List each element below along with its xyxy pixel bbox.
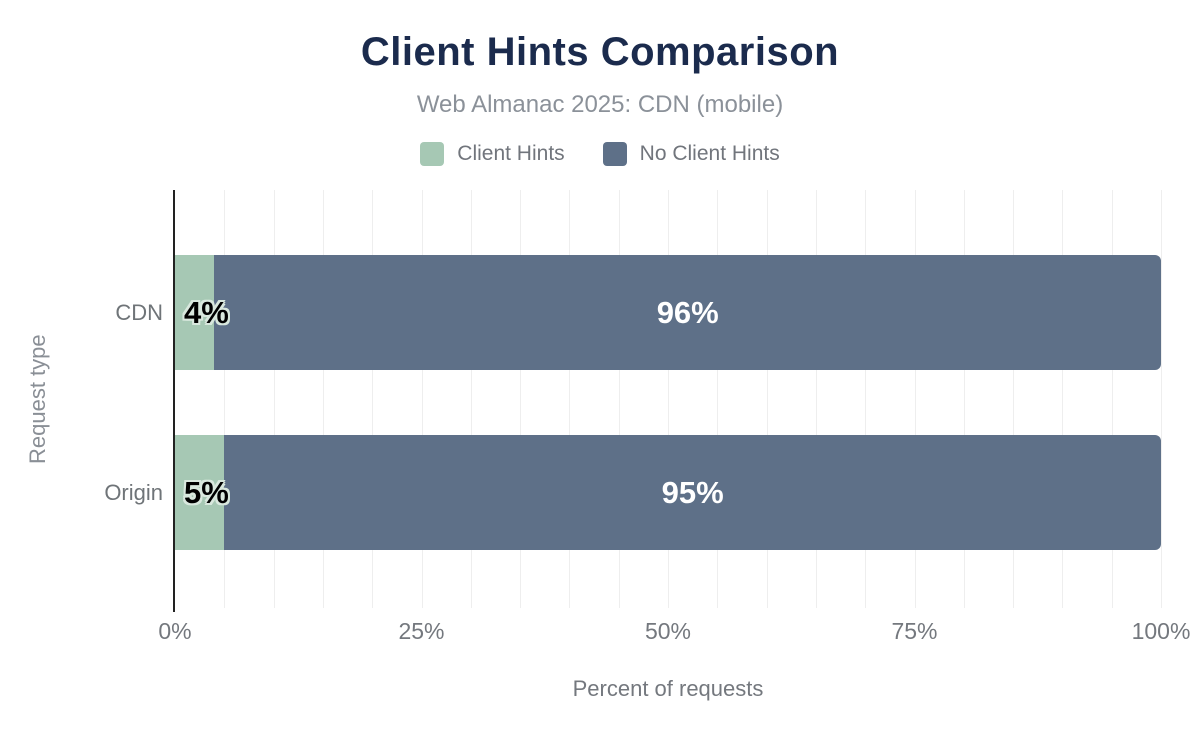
- legend-item-no-client-hints: No Client Hints: [602, 142, 780, 166]
- gridline: [717, 190, 719, 608]
- x-tick-label: 50%: [644, 618, 692, 644]
- plot-area: 4% 96% 5% 95% CDN Origin: [104, 190, 1162, 613]
- chart-title: Client Hints Comparison: [360, 30, 840, 74]
- legend-swatch-no-client-hints-icon: [602, 142, 627, 166]
- gridline: [668, 190, 669, 608]
- gridline: [372, 190, 374, 608]
- bar-segment-no-client-hints: 95%: [224, 435, 1161, 550]
- chart-subtitle: Web Almanac 2025: CDN (mobile): [416, 91, 784, 118]
- gridline: [421, 190, 423, 608]
- gridline: [963, 190, 965, 608]
- legend-item-client-hints: Client Hints: [420, 142, 565, 166]
- bar-segment-client-hints: 5%: [175, 435, 229, 550]
- gridline: [322, 190, 324, 608]
- x-tick-label: 100%: [1131, 618, 1191, 644]
- gridline: [766, 190, 768, 608]
- gridline: [865, 190, 867, 608]
- legend-swatch-client-hints-icon: [420, 142, 445, 166]
- gridline: [1013, 190, 1015, 608]
- gridline: [1062, 190, 1064, 608]
- gridline: [470, 190, 472, 608]
- x-tick-label: 25%: [398, 618, 445, 644]
- gridline: [914, 190, 916, 608]
- x-tick-label: 75%: [891, 618, 938, 644]
- bar-segment-client-hints: 4%: [175, 255, 229, 370]
- bar-value-client-hints: 5%: [184, 474, 229, 510]
- bar-value-no-client-hints: 96%: [656, 294, 719, 330]
- legend-label-no-client-hints: No Client Hints: [639, 142, 780, 165]
- gridline: [569, 190, 571, 608]
- bar-row-origin: 5% 95%: [175, 435, 1161, 550]
- x-axis-ticks: 0% 25% 50% 75% 100%: [158, 612, 1190, 646]
- bar-row-cdn: 4% 96%: [175, 255, 1161, 370]
- category-label-cdn: CDN: [115, 299, 163, 325]
- legend: Client Hints No Client Hints: [0, 142, 1200, 166]
- x-axis-title: Percent of requests: [572, 676, 764, 701]
- y-axis-title: Request type: [25, 334, 50, 464]
- bar-segment-no-client-hints: 96%: [214, 255, 1161, 370]
- gridline: [520, 190, 522, 608]
- bar-value-no-client-hints: 95%: [661, 474, 724, 510]
- gridline: [1161, 190, 1162, 608]
- bar-value-client-hints: 4%: [184, 294, 229, 330]
- gridline: [224, 190, 226, 608]
- gridline: [618, 190, 620, 608]
- gridline: [1111, 190, 1113, 608]
- category-label-origin: Origin: [104, 479, 163, 505]
- gridline: [815, 190, 817, 608]
- y-axis-line: [173, 190, 175, 613]
- x-tick-label: 0%: [158, 618, 192, 644]
- gridline: [273, 190, 275, 608]
- legend-label-client-hints: Client Hints: [457, 142, 565, 165]
